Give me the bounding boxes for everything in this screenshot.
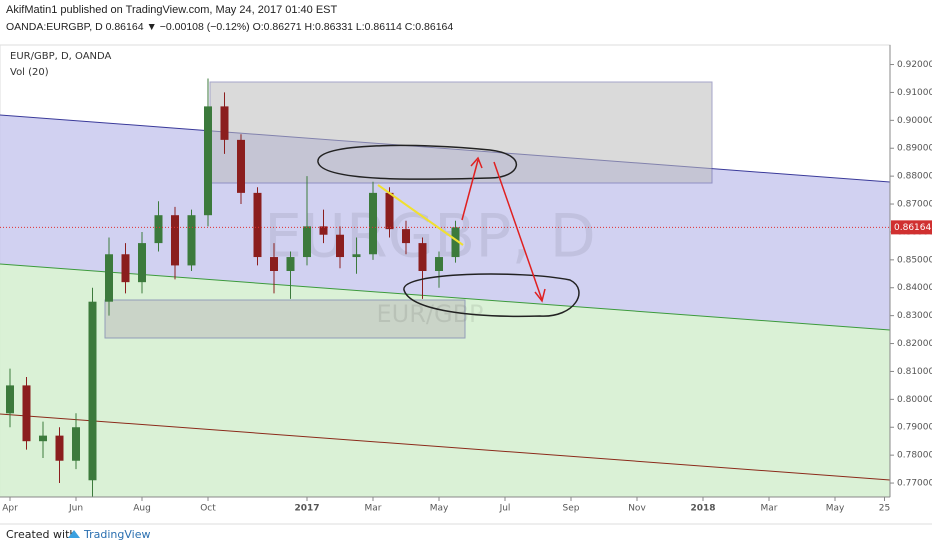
resistance-box (209, 81, 713, 184)
indicator-label: Vol (20) (10, 67, 49, 78)
ellipse-top (317, 144, 517, 180)
drawings (317, 144, 580, 318)
support-box (104, 299, 466, 339)
arrow-down-head (534, 288, 546, 303)
y-tick-label: 0.84000 (897, 283, 932, 293)
x-tick-label: Sep (563, 504, 580, 514)
candles (0, 78, 890, 497)
x-tick-label: Mar (365, 504, 382, 514)
candle-body (204, 106, 212, 216)
x-tick-label: Oct (200, 504, 216, 514)
candle-body (22, 385, 31, 442)
legend-text: EUR/GBP, D, OANDA (10, 51, 112, 62)
candle-body (352, 254, 361, 258)
header-title: AkifMatin1 published on TradingView.com,… (6, 4, 337, 16)
candle-body (270, 257, 278, 271)
candle-body (319, 226, 328, 235)
x-tick-label: Mar (761, 504, 778, 514)
last-price-badge (891, 220, 932, 235)
y-tick-label: 0.77000 (897, 479, 932, 489)
y-tick-label: 0.80000 (897, 395, 932, 405)
candle-body (435, 257, 443, 271)
yellow-line (377, 184, 464, 246)
y-tick-label: 0.91000 (897, 88, 932, 98)
candle-body (138, 243, 146, 283)
y-tick-label: 0.90000 (897, 116, 932, 126)
candle-body (418, 243, 427, 271)
lower-channel-line (0, 263, 891, 331)
last-price-label: 0.86164 (894, 223, 931, 233)
y-tick-label: 0.89000 (897, 144, 932, 154)
candle-body (286, 257, 295, 271)
candle-body (369, 192, 377, 255)
y-tick-label: 0.79000 (897, 423, 932, 433)
header-symbol: OANDA:EURGBP, D 0.86164 ▼ −0.00108 (−0.1… (6, 21, 453, 33)
candle-body (253, 192, 262, 258)
x-tick-label: 25 (879, 504, 890, 514)
x-tick-label: Jul (499, 504, 511, 514)
y-tick-label: 0.85000 (897, 255, 932, 265)
footer-brand: TradingView (83, 528, 150, 541)
candle-body (6, 385, 14, 414)
candle-body (88, 301, 97, 481)
arrow-down (493, 161, 543, 301)
candle-body (385, 192, 394, 230)
x-tick-label: Apr (2, 504, 18, 514)
watermark: EURGBP, D (264, 202, 596, 272)
arrow-up-head (470, 156, 483, 169)
y-tick-label: 0.83000 (897, 311, 932, 321)
candle-body (121, 254, 130, 283)
x-tick-label: 2017 (294, 504, 319, 514)
x-tick-label: May (826, 504, 845, 514)
trend-line (0, 413, 891, 481)
candle-body (55, 435, 64, 461)
x-tick-label: Aug (133, 504, 151, 514)
axes: 0.77000 0.78000 0.79000 0.80000 0.81000 0.820… (2, 60, 932, 514)
y-tick-label: 0.81000 (897, 367, 932, 377)
ellipse-bottom (403, 273, 580, 318)
candle-body (220, 106, 229, 140)
x-tick-label: May (430, 504, 449, 514)
candle-body (402, 229, 410, 244)
plot-area: EURGBP, D EUR/GBP EUR/GBP, D, OANDA Vol … (0, 44, 891, 498)
x-tick-label: Nov (628, 504, 646, 514)
y-tick-label: 0.87000 (897, 200, 932, 210)
candle-body (39, 435, 47, 442)
candle-body (171, 215, 179, 266)
candle-body (451, 227, 460, 258)
x-tick-label: 2018 (690, 504, 715, 514)
candle-body (237, 139, 245, 193)
y-tick-label: 0.78000 (897, 451, 932, 461)
candle-body (72, 427, 80, 461)
candle-body (336, 234, 344, 258)
y-tick-label: 0.88000 (897, 172, 932, 182)
y-tick-label: 0.82000 (897, 339, 932, 349)
footer-text: Created with (6, 528, 76, 541)
candle-body (303, 226, 311, 258)
candle-body (154, 215, 163, 244)
y-tick-label: 0.92000 (897, 60, 932, 70)
candle-body (105, 254, 113, 302)
candle-body (187, 215, 196, 266)
arrow-up (461, 159, 479, 221)
footer-logo (68, 530, 80, 538)
x-tick-label: Jun (68, 504, 83, 514)
